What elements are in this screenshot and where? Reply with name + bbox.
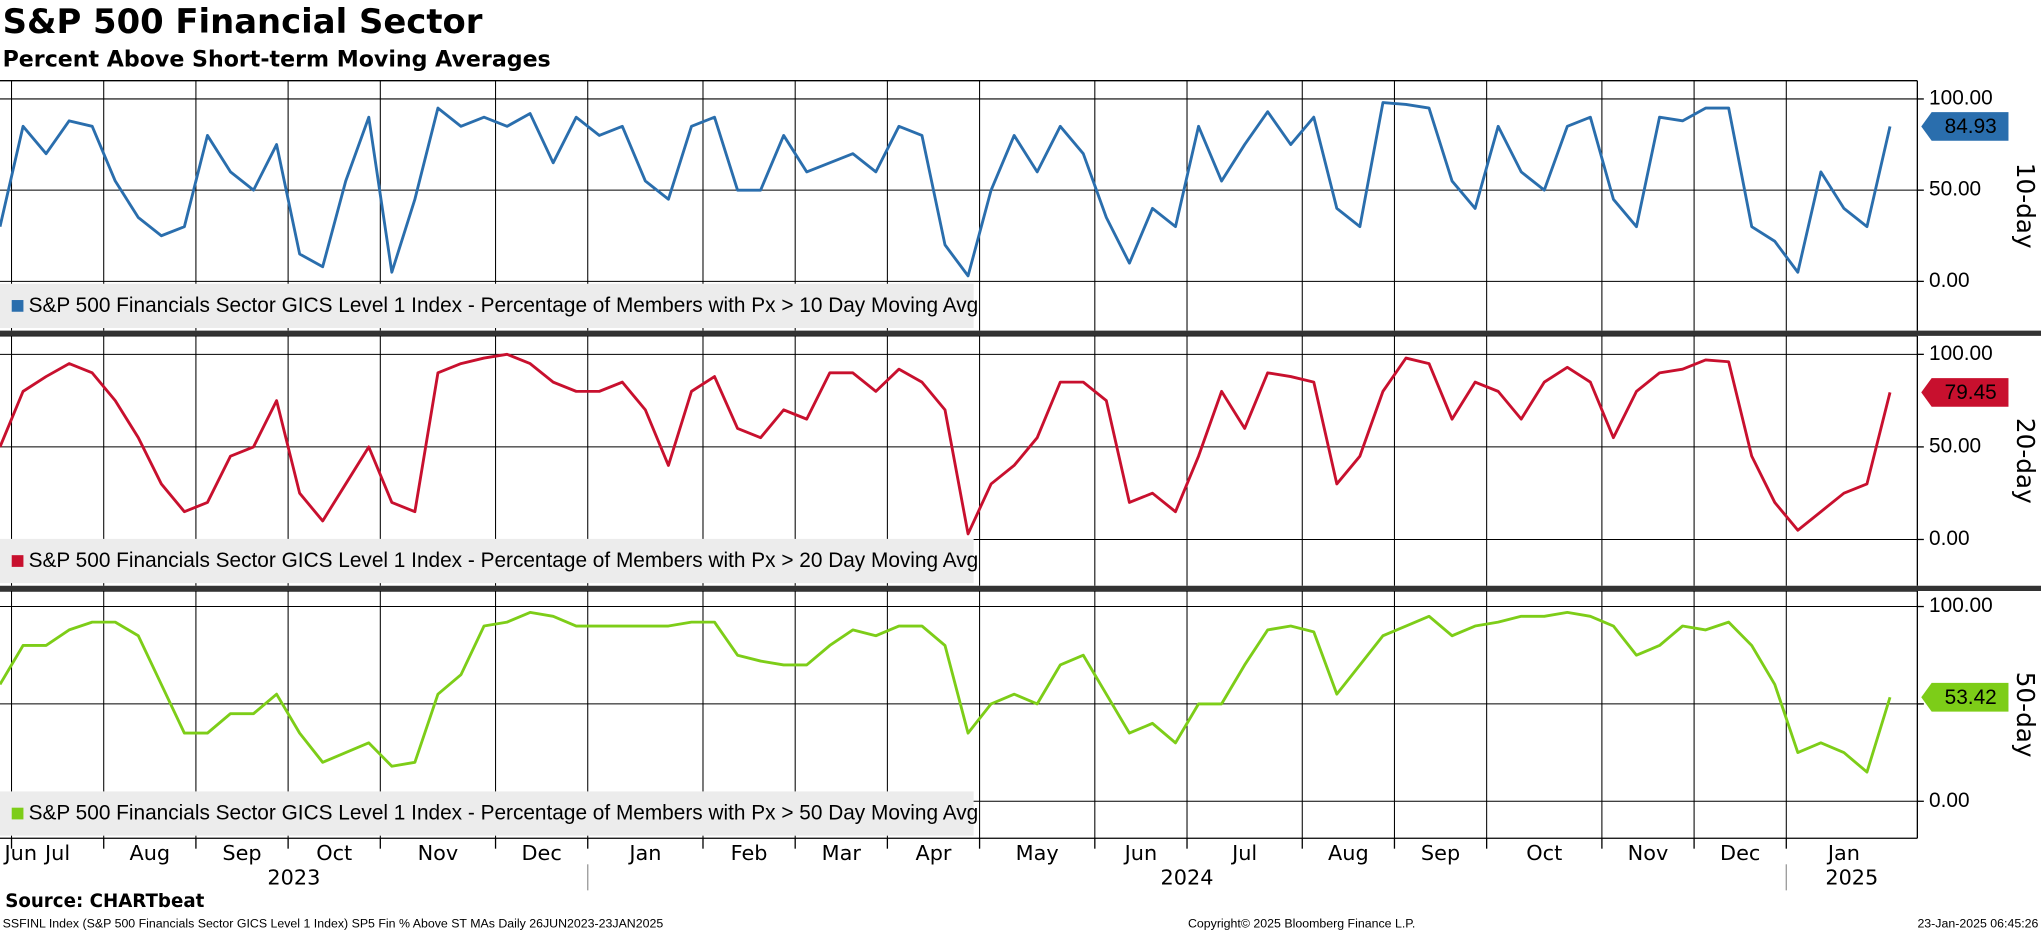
series-line (0, 352, 1892, 536)
x-tick-label: Jul (43, 841, 70, 865)
chart-title: S&P 500 Financial Sector (3, 2, 483, 41)
x-tick-label: Jan (627, 841, 661, 865)
chart-subtitle: Percent Above Short-term Moving Averages (3, 46, 551, 72)
x-tick-label: Apr (915, 841, 951, 865)
source: Source: CHARTbeat (5, 891, 204, 912)
y-tick-label: 100.00 (1929, 342, 1993, 365)
value-tag (1921, 378, 2009, 407)
x-tick-label: Dec (1720, 841, 1760, 865)
x-group-label: 2023 (267, 866, 320, 890)
x-tick-label: Oct (1526, 841, 1562, 865)
y-tick-label: 0.00 (1929, 789, 1970, 812)
legend-label: S&P 500 Financials Sector GICS Level 1 I… (29, 294, 979, 317)
y-tick-label: 0.00 (1929, 527, 1970, 550)
x-tick-label: Oct (316, 841, 352, 865)
x-tick-label: Sep (1421, 841, 1460, 865)
value-tag (1921, 682, 2009, 712)
y-tick-label: 100.00 (1929, 86, 1993, 109)
legend-box (0, 283, 974, 329)
x-tick-label: Jun (3, 841, 38, 865)
axis-title: 10-day (2011, 163, 2040, 249)
y-tick-label: 50.00 (1929, 434, 1981, 457)
footer-center: Copyright© 2025 Bloomberg Finance L.P. (1188, 916, 1415, 930)
y-tick-label: 100.00 (1929, 594, 1993, 617)
x-tick-label: Mar (822, 841, 862, 865)
legend-label: S&P 500 Financials Sector GICS Level 1 I… (29, 549, 979, 572)
value-tag-label: 53.42 (1945, 686, 1997, 709)
footer-left: SSFINL Index (S&P 500 Financials Sector … (3, 916, 664, 930)
x-group-label: 2025 (1825, 866, 1878, 890)
y-tick-label: 50.00 (1929, 178, 1981, 201)
value-tag-label: 84.93 (1945, 115, 1997, 138)
series-line (0, 101, 1892, 278)
x-tick-label: Aug (129, 841, 170, 865)
legend-label: S&P 500 Financials Sector GICS Level 1 I… (29, 802, 979, 825)
series-line (0, 610, 1892, 774)
legend-box (0, 538, 974, 584)
x-tick-label: Feb (731, 841, 768, 865)
x-tick-label: May (1016, 841, 1059, 865)
value-tag (1921, 112, 2009, 141)
x-group-label: 2024 (1161, 866, 1214, 890)
x-tick-label: Nov (1628, 841, 1669, 865)
legend-marker (11, 555, 24, 567)
legend-marker (11, 300, 24, 312)
x-tick-label: Jun (1123, 841, 1158, 865)
y-tick-label: 0.00 (1929, 269, 1970, 292)
x-tick-label: Aug (1328, 841, 1369, 865)
x-tick-label: Jul (1230, 841, 1257, 865)
legend-marker (11, 807, 24, 820)
axis-title: 50-day (2011, 672, 2040, 758)
legend-box (0, 791, 974, 836)
x-tick-label: Nov (418, 841, 459, 865)
value-tag-label: 79.45 (1945, 381, 1997, 404)
footer-right: 23-Jan-2025 06:45:26 (1917, 916, 2038, 930)
x-tick-label: Sep (222, 841, 261, 865)
x-tick-label: Dec (522, 841, 562, 865)
axis-title: 20-day (2011, 418, 2040, 504)
x-tick-label: Jan (1826, 841, 1860, 865)
